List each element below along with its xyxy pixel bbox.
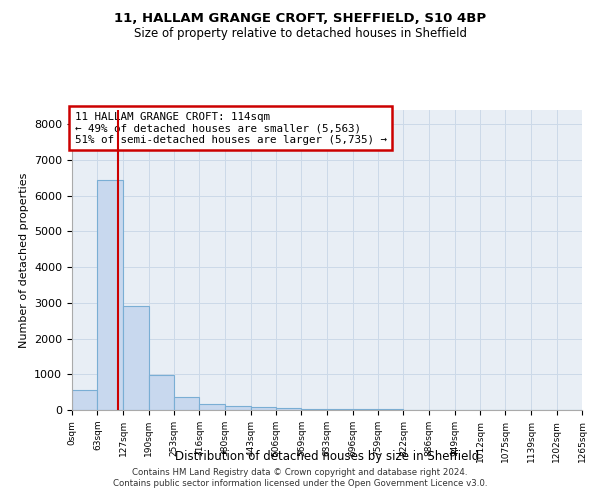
Bar — [123, 306, 149, 410]
Bar — [327, 409, 353, 410]
Bar — [72, 390, 97, 410]
Bar — [301, 409, 327, 410]
Text: 11 HALLAM GRANGE CROFT: 114sqm
← 49% of detached houses are smaller (5,563)
51% : 11 HALLAM GRANGE CROFT: 114sqm ← 49% of … — [74, 112, 386, 144]
Bar — [97, 180, 123, 410]
Y-axis label: Number of detached properties: Number of detached properties — [19, 172, 29, 348]
Bar — [251, 407, 276, 410]
Bar — [225, 406, 251, 410]
Text: 11, HALLAM GRANGE CROFT, SHEFFIELD, S10 4BP: 11, HALLAM GRANGE CROFT, SHEFFIELD, S10 … — [114, 12, 486, 26]
Text: Contains HM Land Registry data © Crown copyright and database right 2024.
Contai: Contains HM Land Registry data © Crown c… — [113, 468, 487, 487]
Bar — [199, 404, 225, 410]
Text: Distribution of detached houses by size in Sheffield: Distribution of detached houses by size … — [175, 450, 479, 463]
Bar — [149, 375, 174, 410]
Bar — [174, 397, 199, 410]
Text: Size of property relative to detached houses in Sheffield: Size of property relative to detached ho… — [133, 28, 467, 40]
Bar — [276, 408, 301, 410]
